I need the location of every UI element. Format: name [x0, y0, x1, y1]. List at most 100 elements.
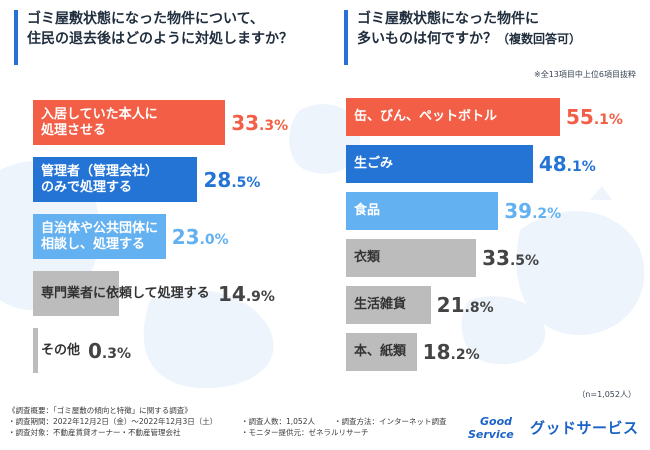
value-part: 33	[482, 246, 510, 270]
value-label-2-6: 18.2%	[423, 342, 480, 362]
left-title-line2: 住民の退去後はどのように対処しますか？	[27, 31, 293, 47]
right-title-suffix: （複数回答可）	[497, 32, 582, 46]
value-part: .3	[259, 117, 275, 134]
bar-label-2-3: 食品	[354, 203, 380, 219]
value-part: 33	[231, 110, 260, 135]
survey-row-1: ・調査期間：2022年12月2日（金）〜2022年12月3日（土） ・調査人数：…	[8, 416, 447, 427]
value-label-2-2: 48.1%	[539, 154, 596, 174]
bar-2-1	[346, 98, 560, 136]
good-service-logo: Good Service	[468, 415, 514, 441]
logo-text-good: Good	[480, 415, 512, 428]
survey-method: ・調査方法：インターネット調査	[334, 417, 447, 426]
survey-target: ・調査対象：不動産賃貸オーナー・不動産管理会社	[8, 428, 181, 437]
survey-heading: 《調査概要：「ゴミ屋敷の傾向と特徴」に関する調査》	[8, 406, 192, 415]
left-chart-title: ゴミ屋敷状態になった物件について、 住民の退去後はどのように対処しますか？	[14, 10, 293, 65]
bar-label-2-2: 生ごみ	[354, 156, 393, 172]
bar-label-line: 処理させる	[41, 122, 107, 138]
bar-label-1-1: 入居していた本人に 処理させる	[41, 107, 158, 139]
bar-label-line: 管理者（管理会社）	[41, 163, 159, 179]
bar-label-line: 自治体や公共団体に	[41, 220, 159, 236]
bar-label-line: 缶、びん、ペットボトル	[354, 109, 498, 124]
bar-label-2-5: 生活雑貨	[354, 297, 406, 313]
value-part: .1	[566, 159, 582, 175]
bar-1-1	[33, 100, 226, 145]
bar-label-line: 衣類	[354, 250, 381, 265]
value-part: 21	[436, 293, 465, 317]
value-part: %	[116, 345, 132, 362]
bar-label-line: その他	[41, 342, 81, 358]
bar-label-1-5: その他	[41, 343, 80, 359]
bar-2-5	[346, 286, 431, 324]
survey-people: ・調査人数：1,052人	[241, 417, 315, 426]
value-part: %	[260, 288, 275, 305]
value-label-1-2: 28.5%	[203, 170, 260, 190]
bar-label-2-6: 本、紙類	[354, 344, 406, 360]
bar-1-3	[33, 214, 166, 259]
value-part: 18	[422, 340, 451, 364]
excerpt-note: ※全13項目中上位6項目抜粋	[534, 70, 636, 79]
value-label-2-1: 55.1%	[566, 107, 623, 127]
brand-name: グッドサービス	[530, 418, 639, 437]
bar-label-1-2: 管理者（管理会社） のみで処理する	[41, 164, 158, 196]
value-part: .5	[509, 253, 525, 269]
sample-size-note: （n=1,052人）	[577, 390, 636, 399]
bar-label-line: 入居していた本人に	[41, 106, 158, 122]
bar-1-2	[33, 157, 198, 202]
right-chart-title: ゴミ屋敷状態になった物件に 多いものは何ですか？（複数回答可）	[344, 10, 581, 65]
bar-label-1-3: 自治体や公共団体に 相談し、処理する	[41, 221, 158, 253]
bar-label-line: 相談し、処理する	[41, 236, 146, 252]
value-part: %	[547, 206, 562, 222]
right-title-line2-main: 多いものは何ですか？	[357, 31, 497, 47]
value-part: 0	[88, 338, 102, 363]
survey-provider: ・モニター提供元：ゼネラルリサーチ	[241, 428, 369, 437]
value-part: .9	[245, 288, 261, 305]
bar-label-line: 専門業者に依頼して処理する	[41, 285, 210, 301]
bar-label-line: 食品	[354, 203, 381, 218]
value-part: .8	[464, 300, 480, 316]
right-title-line1: ゴミ屋敷状態になった物件に	[357, 11, 539, 27]
value-part: %	[246, 174, 261, 191]
value-part: 14	[218, 281, 246, 306]
value-label-1-1: 33.3%	[231, 113, 288, 133]
survey-summary: 《調査概要：「ゴミ屋敷の傾向と特徴」に関する調査》 ・調査期間：2022年12月…	[8, 405, 447, 438]
bar-2-4	[346, 239, 477, 277]
value-part: %	[465, 347, 480, 363]
bar-label-1-4: 専門業者に依頼して処理する	[41, 286, 210, 302]
value-part: .2	[532, 206, 548, 222]
value-part: .3	[101, 345, 117, 362]
bar-1-5	[33, 328, 38, 373]
value-part: 55	[566, 105, 594, 129]
bar-label-line: のみで処理する	[41, 179, 133, 195]
bar-1-4	[33, 271, 119, 316]
survey-period: ・調査期間：2022年12月2日（金）〜2022年12月3日（土）	[8, 417, 218, 426]
right-title-line2: 多いものは何ですか？（複数回答可）	[357, 30, 581, 49]
value-label-2-5: 21.8%	[437, 295, 494, 315]
value-part: %	[525, 253, 540, 269]
bar-label-line: 生活雑貨	[354, 297, 407, 312]
value-label-1-3: 23.0%	[172, 227, 229, 247]
bar-label-2-1: 缶、びん、ペットボトル	[354, 109, 497, 125]
survey-row-2: ・調査対象：不動産賃貸オーナー・不動産管理会社 ・モニター提供元：ゼネラルリサー…	[8, 427, 369, 438]
value-label-2-3: 39.2%	[504, 201, 561, 221]
left-title-line1: ゴミ屋敷状態になった物件について、	[27, 11, 264, 27]
value-part: %	[479, 300, 494, 316]
value-part: %	[581, 159, 596, 175]
value-part: %	[608, 112, 623, 128]
value-part: .5	[231, 174, 247, 191]
value-part: 48	[538, 152, 567, 176]
bar-2-3	[346, 192, 499, 230]
value-part: 28	[203, 167, 232, 192]
bar-label-line: 生ごみ	[354, 156, 394, 171]
bar-label-2-4: 衣類	[354, 250, 380, 266]
bar-label-line: 本、紙類	[354, 344, 407, 359]
value-label-1-5: 0.3%	[88, 341, 131, 361]
value-part: 39	[504, 199, 533, 223]
value-part: .2	[450, 347, 466, 363]
value-part: .1	[593, 112, 609, 128]
value-part: %	[214, 231, 229, 248]
brand-block: Good Service グッドサービス	[466, 413, 639, 441]
value-part: .0	[199, 231, 215, 248]
value-part: 23	[171, 224, 200, 249]
